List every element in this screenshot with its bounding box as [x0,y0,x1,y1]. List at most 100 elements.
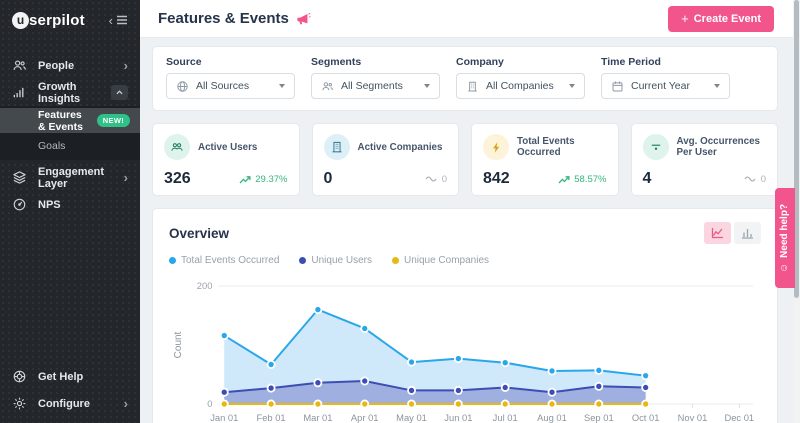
sidebar-item-goals[interactable]: Goals [0,133,140,158]
sidebar: u serpilot ‹ People › Growth Insights [0,0,140,423]
users-icon [164,134,190,160]
segments-select[interactable]: All Segments [311,73,440,99]
gauge-icon [12,197,27,212]
svg-text:Sep 01: Sep 01 [584,412,614,423]
overview-title: Overview [169,225,230,241]
svg-text:Nov 01: Nov 01 [678,412,708,423]
legend-label: Unique Users [311,255,372,266]
chevron-left-icon: ‹ [108,12,113,28]
trend-value: 58.57% [574,173,607,185]
lightning-icon [483,134,509,160]
select-value: All Companies [486,80,554,92]
svg-text:Count: Count [173,331,184,358]
segment-users-icon [321,80,334,93]
stat-card-active-companies: Active Companies 0 0 [311,123,459,196]
sidebar-item-engagement-layer[interactable]: Engagement Layer › [0,164,140,191]
svg-text:Aug 01: Aug 01 [537,412,567,423]
sidebar-item-people[interactable]: People › [0,52,140,79]
stat-label: Avg. Occurrences Per User [676,136,761,158]
stat-card-total-events: Total Events Occurred 842 58.57% [471,123,619,196]
source-select[interactable]: All Sources [166,73,295,99]
select-value: Current Year [631,80,690,92]
filter-segments: Segments All Segments [311,56,440,99]
trend-up-icon [239,175,251,183]
chevron-right-icon: › [123,58,128,73]
building-icon [323,134,350,160]
legend-dot [391,257,399,264]
svg-text:Dec 01: Dec 01 [724,412,754,423]
sidebar-item-nps[interactable]: NPS [0,191,140,218]
overview-chart[interactable]: 200 0 Count Jan 01 Feb 01 Mar 01 Apr 01 May 01 J… [169,272,761,423]
sidebar-item-get-help[interactable]: Get Help [0,363,140,390]
svg-text:Feb 01: Feb 01 [257,412,286,423]
legend-item-unique-users[interactable]: Unique Users [299,255,372,266]
stat-trend: 29.37% [239,173,288,185]
stat-value: 326 [164,170,191,187]
main-area: Features & Events + Create Event Source … [140,0,800,423]
content: Source All Sources Segments [140,38,800,423]
legend-item-total-events[interactable]: Total Events Occurred [169,255,279,266]
sidebar-item-features-events[interactable]: Features & Events NEW! [0,108,140,133]
caret-down-icon [424,84,430,88]
create-event-button[interactable]: + Create Event [668,5,774,32]
average-icon [642,134,669,160]
sidebar-item-label: Engagement Layer [38,165,105,190]
gear-icon [12,396,27,411]
caret-down-icon [279,84,285,88]
scrollbar-thumb[interactable] [794,0,799,298]
collapse-section-button[interactable] [111,85,128,100]
bar-chart-icon [12,85,27,100]
page-title: Features & Events [158,10,311,27]
chevron-up-icon [116,90,123,95]
create-event-label: Create Event [693,12,761,25]
line-chart-toggle-button[interactable] [704,222,731,244]
sidebar-item-label: Features & Events [38,108,83,133]
company-select[interactable]: All Companies [456,73,585,99]
stat-trend: 0 [425,174,447,185]
stat-value: 842 [483,170,510,187]
stat-label: Active Users [198,141,258,153]
svg-text:Mar 01: Mar 01 [303,412,332,423]
caret-down-icon [714,84,720,88]
sidebar-item-label: Get Help [38,370,84,383]
page-title-text: Features & Events [158,10,289,27]
growth-insights-submenu: Features & Events NEW! Goals [0,106,140,160]
stat-value: 0 [323,170,333,187]
calendar-icon [611,80,624,93]
filter-source: Source All Sources [166,56,295,99]
stat-value: 4 [642,170,652,187]
bar-chart-toggle-button[interactable] [734,222,761,244]
stat-card-active-users: Active Users 326 29.37% [152,123,300,196]
filter-time-period: Time Period Current Year [601,56,730,99]
trend-flat-icon [425,176,437,182]
sidebar-collapse-button[interactable]: ‹ [109,14,128,27]
chevron-right-icon: › [123,396,128,411]
svg-text:Apr 01: Apr 01 [351,412,379,423]
bar-chart-icon [742,229,753,239]
filters-panel: Source All Sources Segments [152,46,778,111]
scrollbar-track[interactable] [793,0,800,423]
trend-up-icon [558,175,570,183]
filter-label: Time Period [601,56,661,68]
svg-text:Jul 01: Jul 01 [493,412,518,423]
chevron-right-icon: › [123,170,128,185]
sidebar-nav: People › Growth Insights Features & Even… [0,52,140,218]
page-header: Features & Events + Create Event [140,0,800,38]
sidebar-item-label: Configure [38,397,90,410]
overview-panel: Overview Total Events Occurred [152,208,778,423]
filter-company: Company All Companies [456,56,585,99]
time-period-select[interactable]: Current Year [601,73,730,99]
stats-row: Active Users 326 29.37% [152,123,778,196]
svg-text:Oct 01: Oct 01 [632,412,660,423]
need-help-tab[interactable]: ☺ Need help? [775,188,795,288]
sidebar-item-configure[interactable]: Configure › [0,390,140,417]
line-chart-icon [711,228,723,239]
trend-value: 29.37% [255,173,288,185]
sidebar-footer: Get Help Configure › [0,363,140,417]
filter-label: Company [456,56,504,68]
stat-label: Active Companies [357,141,443,153]
sidebar-item-growth-insights[interactable]: Growth Insights [0,79,140,106]
megaphone-icon [297,12,311,25]
legend-item-unique-companies[interactable]: Unique Companies [391,255,489,266]
